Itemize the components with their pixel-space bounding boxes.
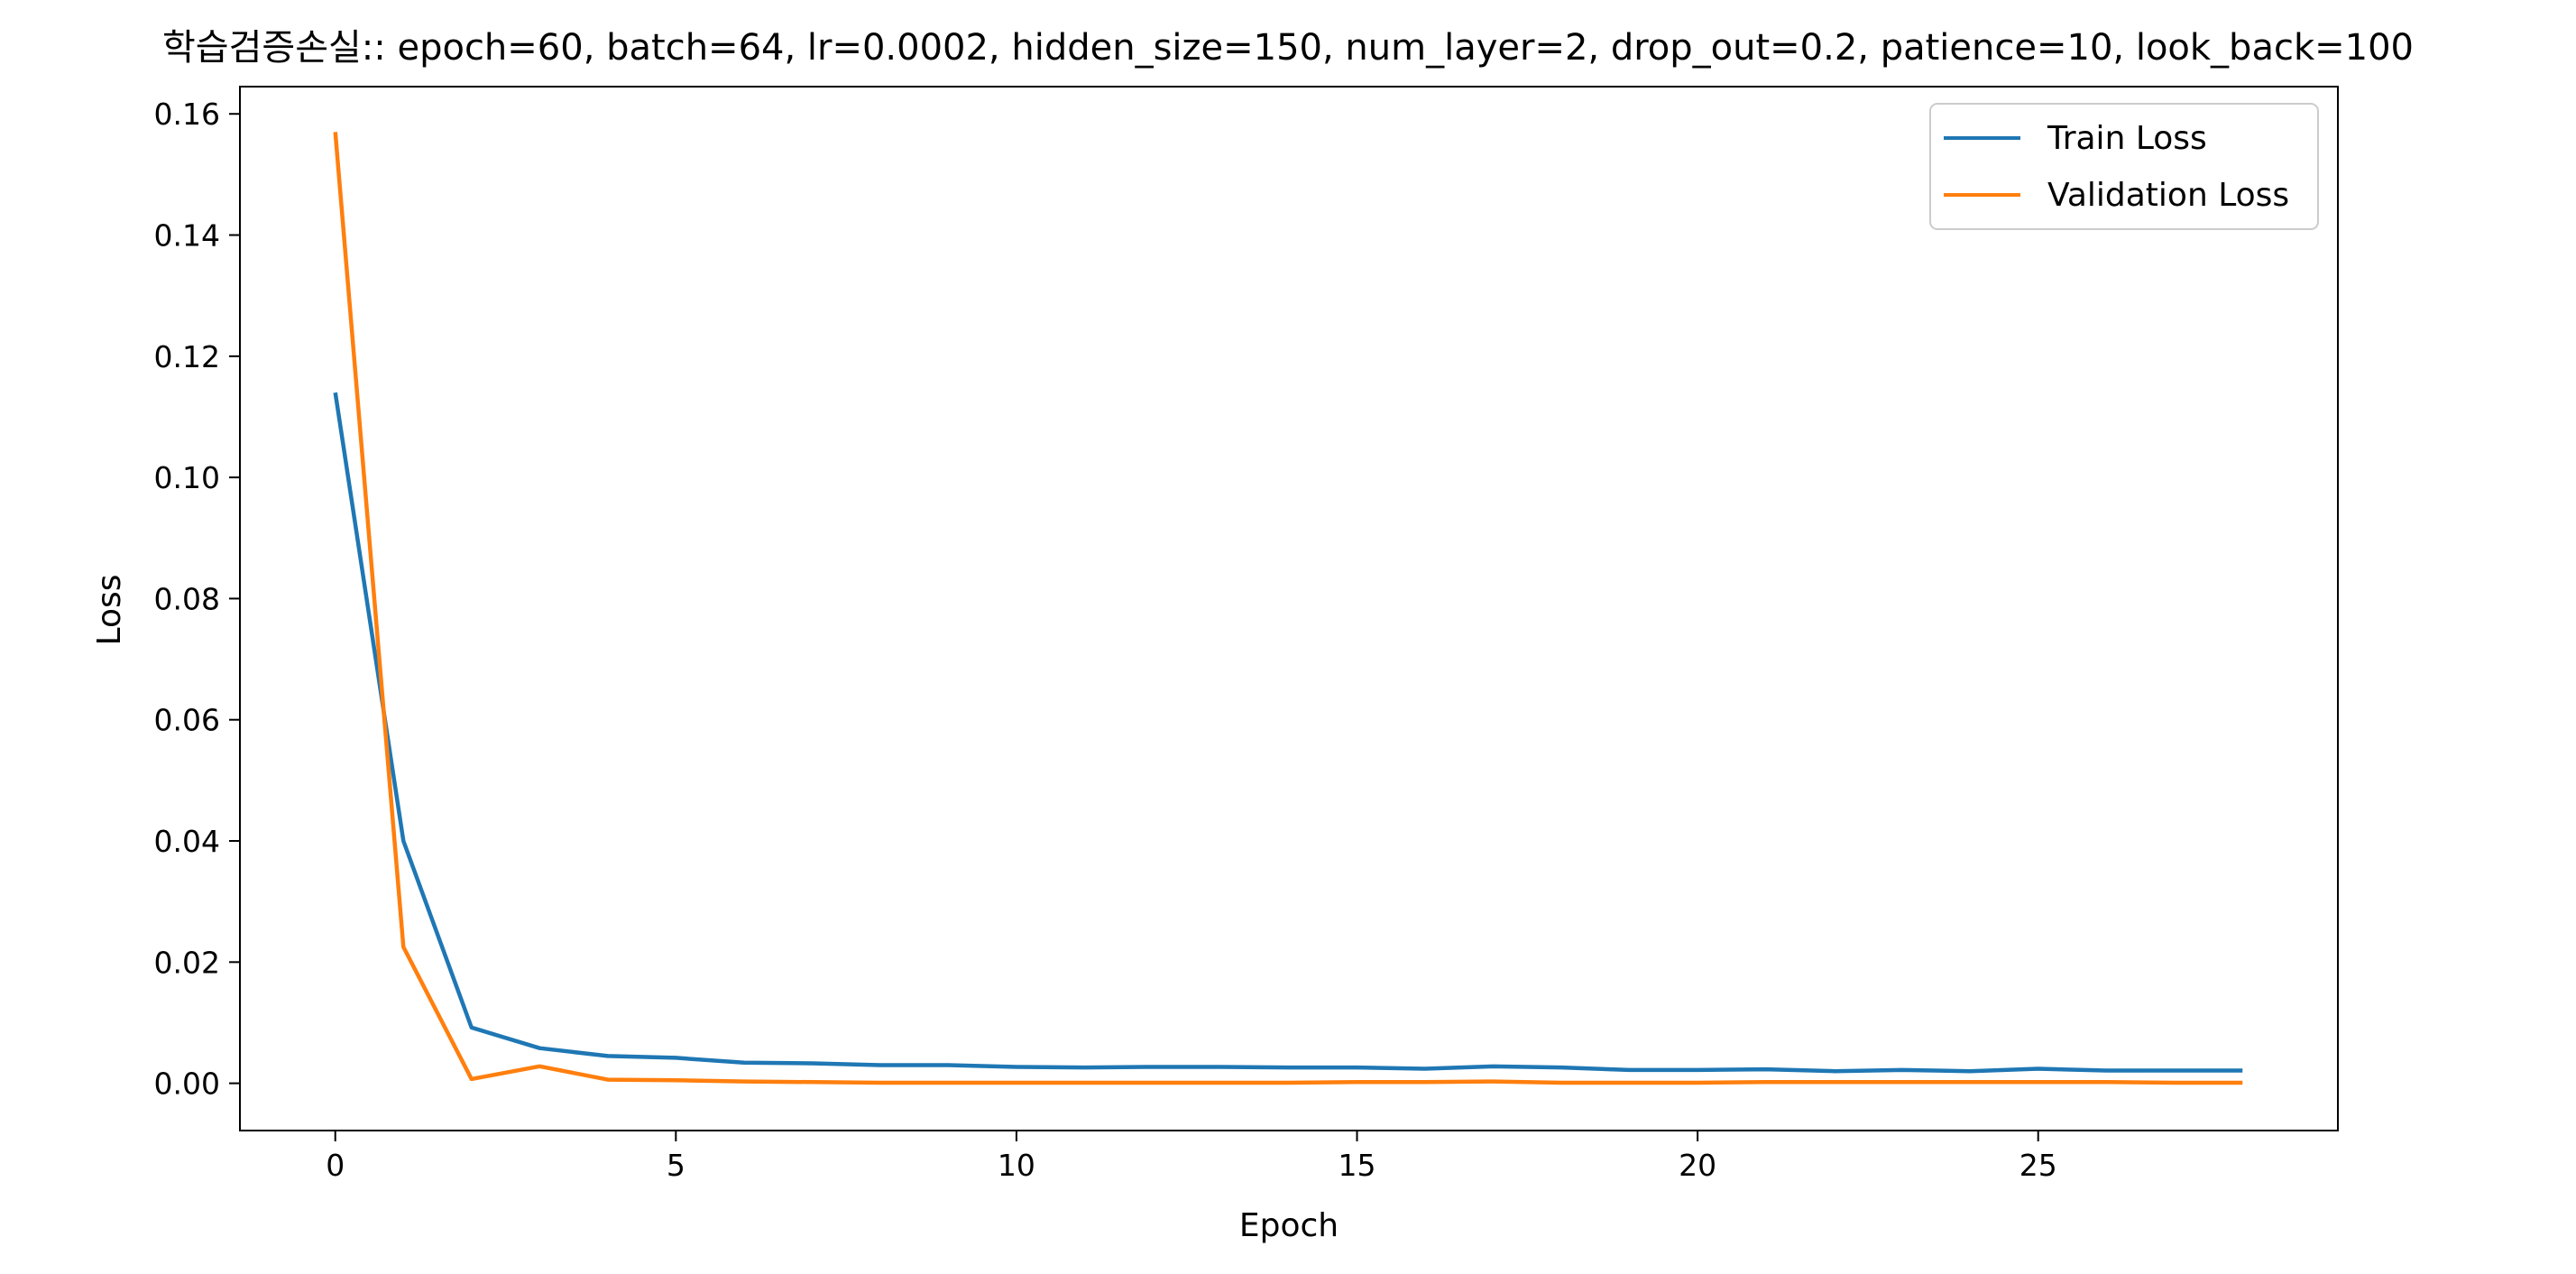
y-tick-label: 0.10 [154, 460, 220, 495]
chart-title: 학습검증손실:: epoch=60, batch=64, lr=0.0002, … [162, 27, 2414, 69]
x-tick-label: 20 [1679, 1148, 1716, 1183]
legend-label-train: Train Loss [2047, 120, 2207, 157]
x-tick-label: 10 [998, 1148, 1035, 1183]
axes-frame [239, 86, 2339, 1131]
train-loss-line [333, 392, 2243, 1074]
y-tick-label: 0.16 [154, 97, 220, 132]
x-tick-label: 5 [667, 1148, 685, 1183]
series-lines [333, 132, 2243, 1085]
y-axis-label: Loss [91, 575, 128, 646]
y-tick-label: 0.00 [154, 1066, 220, 1102]
x-tick-label: 25 [2019, 1148, 2057, 1183]
y-tick-label: 0.12 [154, 339, 220, 374]
y-tick-label: 0.08 [154, 581, 220, 616]
x-tick-label: 15 [1339, 1148, 1376, 1183]
validation-loss-line [333, 132, 2243, 1085]
x-axis-label: Epoch [1239, 1207, 1339, 1244]
y-tick-label: 0.06 [154, 703, 220, 738]
y-tick-label: 0.02 [154, 945, 220, 980]
y-axis-ticks: 0.00 0.02 0.04 0.06 0.08 0.10 0.12 0.14 0.16 [154, 97, 240, 1102]
y-tick-label: 0.14 [154, 218, 220, 254]
y-tick-label: 0.04 [154, 824, 220, 859]
x-tick-label: 0 [326, 1148, 345, 1183]
legend: Train Loss Validation Loss [1929, 103, 2319, 230]
legend-label-validation: Validation Loss [2047, 177, 2289, 214]
legend-box [1929, 103, 2319, 230]
x-axis-ticks: 0 5 10 15 20 25 [326, 1131, 2057, 1183]
